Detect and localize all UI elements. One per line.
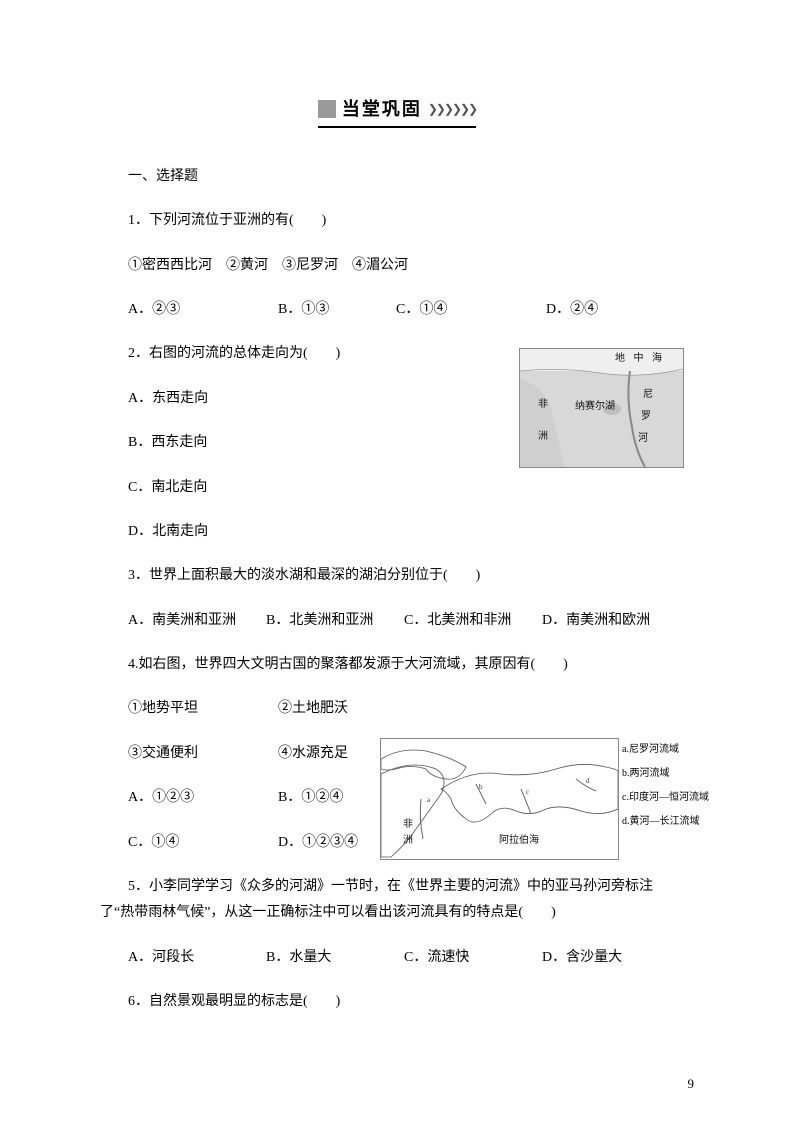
q1-opt-c: C．①④ (396, 299, 546, 321)
q1-options: A．②③ B．①③ C．①④ D．②④ (100, 299, 694, 321)
q5-opt-a: A．河段长 (128, 947, 266, 969)
q2-opt-c: C．南北走向 (100, 477, 694, 499)
legend-a: a.尼罗河流域 (622, 738, 709, 762)
q4-opt-a: A．①②③ (128, 787, 278, 809)
q3-opt-c: C．北美洲和非洲 (404, 610, 542, 632)
map1-label-fei: 非 (538, 399, 548, 410)
q3-opt-b: B．北美洲和亚洲 (266, 610, 404, 632)
svg-text:b: b (479, 783, 483, 791)
legend-c: c.印度河—恒河流域 (622, 786, 709, 810)
q5-stem-b: 了“热带雨林气候”，从这一正确标注中可以看出该河流具有的特点是( ) (100, 902, 694, 924)
q4-items-row1: ①地势平坦 ②土地肥沃 (100, 698, 694, 720)
svg-text:d: d (586, 777, 590, 785)
q5-stem-a: 5．小李同学学习《众多的河湖》一节时，在《世界主要的河流》中的亚马孙河旁标注 (100, 876, 694, 898)
map2-label-fei: 非 (403, 817, 413, 833)
q4-map-image: a b c d 非 洲 阿拉伯海 (380, 738, 619, 860)
q4-i3: ③交通便利 (128, 743, 278, 765)
q3-opt-a: A．南美洲和亚洲 (128, 610, 266, 632)
header-inner: 当堂巩固 ❯❯❯❯❯❯ (318, 95, 476, 128)
worksheet-page: 当堂巩固 ❯❯❯❯❯❯ 一、选择题 1．下列河流位于亚洲的有( ) ①密西西比河… (0, 0, 794, 1123)
legend-b: b.两河流域 (622, 762, 709, 786)
map1-label-sea: 地 中 海 (615, 353, 665, 364)
map1-label-dam: 纳赛尔湖 (575, 401, 615, 412)
header-block: 当堂巩固 ❯❯❯❯❯❯ (100, 95, 694, 128)
header-title: 当堂巩固 (342, 95, 422, 124)
map2-label-zhou: 洲 (403, 833, 413, 849)
q5-opt-b: B．水量大 (266, 947, 404, 969)
q4-i1: ①地势平坦 (128, 698, 278, 720)
q6-stem: 6．自然景观最明显的标志是( ) (100, 991, 694, 1013)
q5-opt-c: C．流速快 (404, 947, 542, 969)
map2-label-arabsea: 阿拉伯海 (499, 833, 539, 849)
q1-stem: 1．下列河流位于亚洲的有( ) (100, 210, 694, 232)
map1-label-ni: 尼 (643, 389, 653, 400)
section-title: 一、选择题 (100, 166, 694, 188)
q2-map-image: 地 中 海 非 洲 纳赛尔湖 尼 罗 河 (519, 348, 684, 468)
legend-d: d.黄河—长江流域 (622, 810, 709, 834)
svg-text:c: c (526, 788, 529, 796)
q4-opt-d: D．①②③④ (278, 832, 358, 854)
q5-opt-d: D．含沙量大 (542, 947, 622, 969)
map1-label-he: 河 (638, 433, 648, 444)
q1-opt-a: A．②③ (128, 299, 278, 321)
q4-opt-c: C．①④ (128, 832, 278, 854)
q3-stem: 3．世界上面积最大的淡水湖和最深的湖泊分别位于( ) (100, 565, 694, 587)
q4-map-legend: a.尼罗河流域 b.两河流域 c.印度河—恒河流域 d.黄河—长江流域 (622, 738, 709, 834)
q4-i2: ②土地肥沃 (278, 698, 348, 720)
q3-options: A．南美洲和亚洲 B．北美洲和亚洲 C．北美洲和非洲 D．南美洲和欧洲 (100, 610, 694, 632)
q5-options: A．河段长 B．水量大 C．流速快 D．含沙量大 (100, 947, 694, 969)
q4-stem: 4.如右图，世界四大文明古国的聚落都发源于大河流域，其原因有( ) (100, 654, 694, 676)
q4-opt-b: B．①②④ (278, 787, 343, 809)
q4-i4: ④水源充足 (278, 743, 348, 765)
map1-label-luo: 罗 (641, 411, 651, 422)
header-ornament-box (318, 100, 336, 118)
q1-items: ①密西西比河 ②黄河 ③尼罗河 ④湄公河 (100, 255, 694, 277)
q1-opt-b: B．①③ (278, 299, 396, 321)
q3-opt-d: D．南美洲和欧洲 (542, 610, 650, 632)
content-body: 一、选择题 1．下列河流位于亚洲的有( ) ①密西西比河 ②黄河 ③尼罗河 ④湄… (100, 166, 694, 1014)
q1-opt-d: D．②④ (546, 299, 598, 321)
page-number: 9 (688, 1074, 695, 1095)
q2-opt-d: D．北南走向 (100, 521, 694, 543)
header-arrows: ❯❯❯❯❯❯ (428, 100, 476, 119)
map1-label-zhou: 洲 (538, 431, 548, 442)
